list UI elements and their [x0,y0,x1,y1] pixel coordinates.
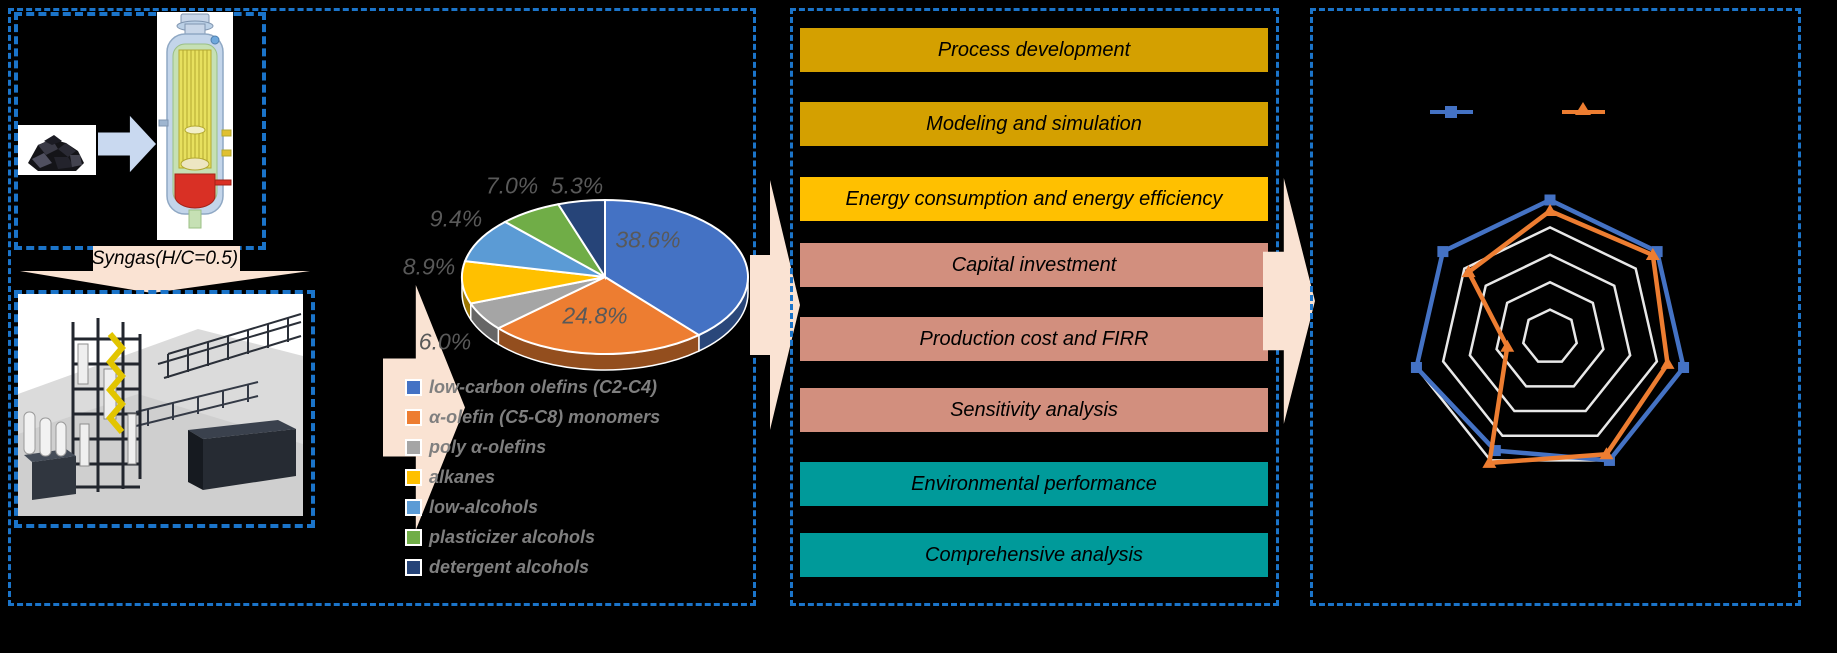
process-step-box-6: Sensitivity analysis [800,388,1268,432]
coal-image [18,125,96,175]
pie-data-label: 9.4% [429,205,483,232]
radar-series-1-square-marker-icon [1603,454,1615,466]
pie-legend-item: poly α-olefins [405,432,660,462]
pie-legend-swatch-icon [405,378,422,396]
radar-series-2-triangle-marker-icon [1599,447,1614,460]
pie-legend-item: plasticizer alcohols [405,522,660,552]
gasifier-cutaway-illustration [157,12,233,240]
pie-slice-1 [604,198,749,337]
pie-legend-item: low-alcohols [405,492,660,522]
radar-series-2-triangle-marker-icon [1500,339,1515,352]
pie-slice-7 [556,198,606,281]
radar-legend-square-marker-icon [1445,106,1457,118]
pie-legend-item: alkanes [405,462,660,492]
pie-data-label: 5.3% [550,172,604,199]
radar-grid-ring [1441,226,1659,437]
pie-legend-label: alkanes [429,466,496,487]
process-step-box-1: Process development [800,28,1268,72]
pie-legend: low-carbon olefins (C2-C4) α-olefin (C5-C… [405,372,660,582]
radar-series-1-square-marker-icon [1678,361,1690,373]
pie-legend-label: poly α-olefins [429,436,547,457]
process-step-box-2: Modeling and simulation [800,102,1268,146]
pie-legend-item: low-carbon olefins (C2-C4) [405,372,660,402]
pie-legend-item: detergent alcohols [405,552,660,582]
radar-series-1-square-marker-icon [1437,246,1449,258]
pie-legend-swatch-icon [405,468,422,486]
syngas-down-arrow [20,246,310,293]
pie-legend-swatch-icon [405,528,422,546]
radar-series-2-triangle-marker-icon [1482,455,1497,468]
radar-series-2-triangle-marker-icon [1543,203,1557,216]
pie-legend-swatch-icon [405,558,422,576]
right-panel-border [1310,8,1801,606]
tower-yellow-chute [106,332,126,434]
plant-3d-illustration [18,294,303,516]
process-step-box-4: Capital investment [800,243,1268,287]
pie-legend-swatch-icon [405,408,422,426]
process-step-box-8: Comprehensive analysis [800,533,1268,577]
pie-slice-5 [463,220,606,278]
pie-legend-swatch-icon [405,498,422,516]
radar-legend-triangle-marker-icon [1575,102,1591,115]
radar-series-2-triangle-marker-icon [1660,356,1675,369]
pie-legend-label: plasticizer alcohols [429,526,596,547]
process-step-box-7: Environmental performance [800,462,1268,506]
plant-image [18,294,303,516]
coal-lumps-illustration [18,125,96,175]
radar-grid-ring [1495,280,1605,388]
scenario-comparison-radar-chart [1410,194,1690,468]
pie-legend-label: α-olefin (C5-C8) monomers [429,406,661,427]
radar-series-1-line [1413,197,1686,463]
pie-legend-swatch-icon [405,438,422,456]
pie-data-label: 38.6% [615,226,681,253]
radar-series-1-square-marker-icon [1410,361,1422,373]
pie-data-label: 7.0% [485,172,539,199]
middle-panel-border [790,8,1279,606]
pie-data-label: 8.9% [402,253,456,280]
pie-slice-2 [496,275,701,355]
pie-legend-label: low-alcohols [429,496,539,517]
syngas-label: Syngas(H/C=0.5) [91,248,239,269]
radar-series-2-triangle-marker-icon [1645,247,1660,260]
gasifier-image [157,12,233,240]
radar-series-1-square-marker-icon [1489,445,1501,457]
plant-box-border [14,290,315,528]
radar-series-2-triangle-marker-icon [1461,265,1476,278]
pie-legend-item: α-olefin (C5-C8) monomers [405,402,660,432]
radar-series-1-square-marker-icon [1651,246,1663,258]
pie-legend-label: low-carbon olefins (C2-C4) [429,376,658,397]
pie-data-label: 24.8% [562,302,628,329]
pie-legend-label: detergent alcohols [429,556,590,577]
radar-series-1-square-marker-icon [1544,194,1556,206]
radar-series-2-line [1465,208,1670,466]
radar-grid-ring [1415,198,1685,462]
product-distribution-pie-chart [461,198,749,371]
process-step-box-3: Energy consumption and energy efficiency [800,177,1268,221]
pie-data-label: 6.0% [418,328,472,355]
process-step-box-5: Production cost and FIRR [800,317,1268,361]
radar-grid-ring [1521,308,1579,363]
